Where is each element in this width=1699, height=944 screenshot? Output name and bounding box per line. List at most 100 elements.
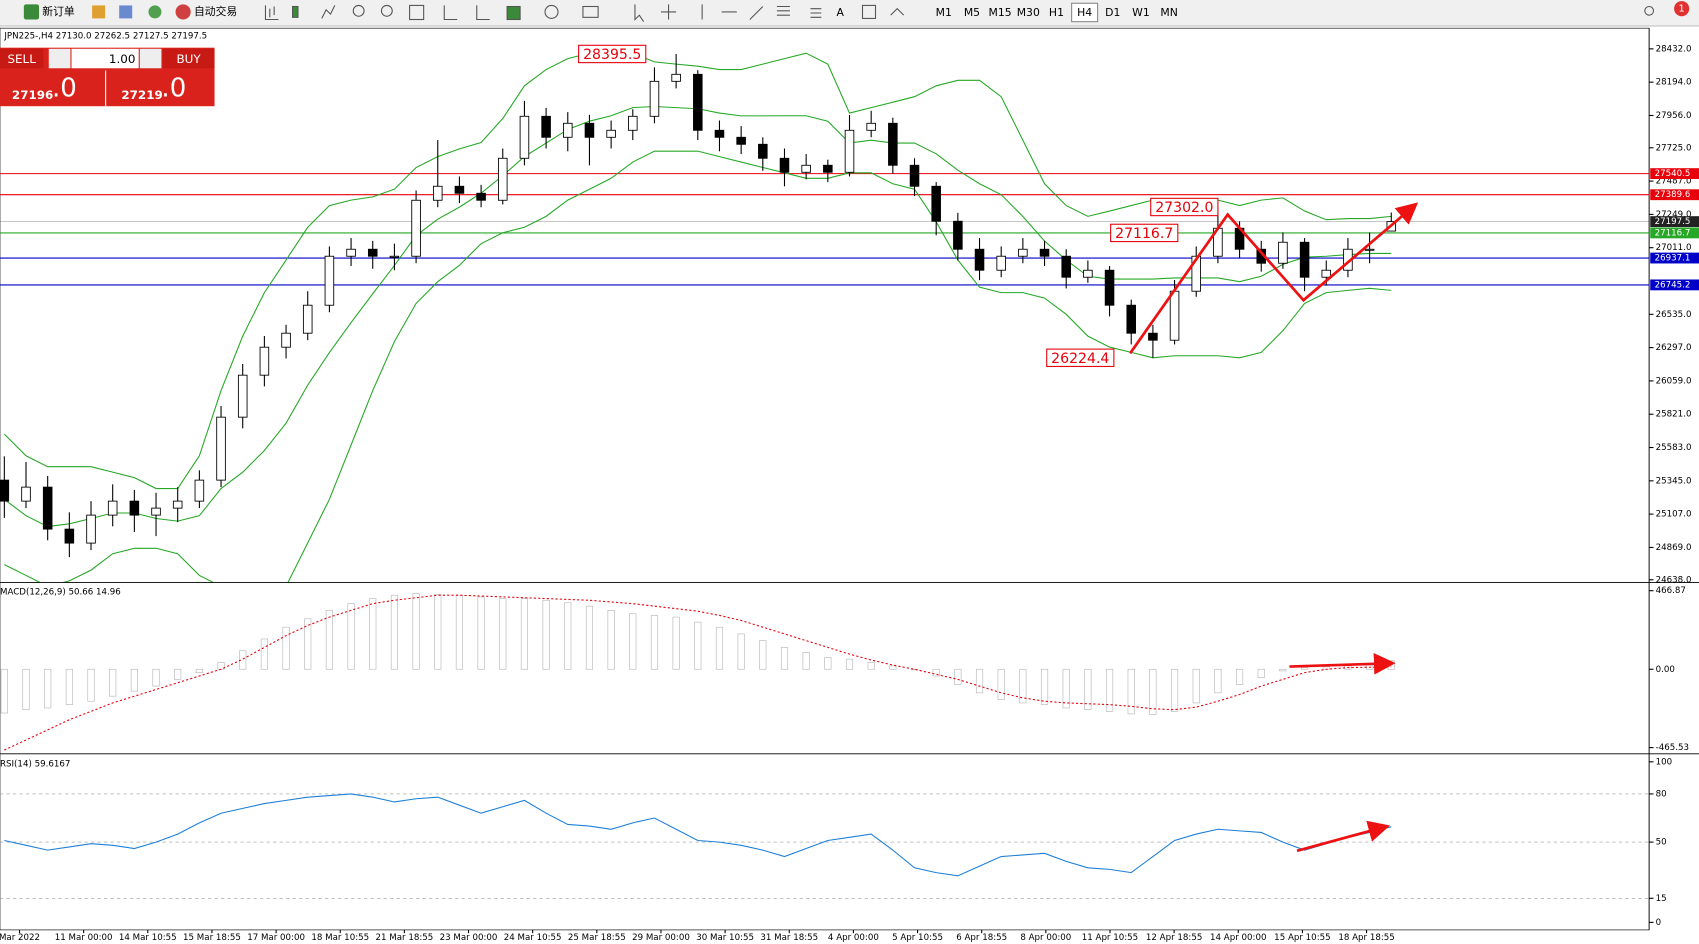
- crosshair-icon[interactable]: [660, 4, 677, 20]
- x-tick-label: 25 Mar 18:55: [568, 933, 626, 943]
- scroll-icon[interactable]: [443, 5, 458, 21]
- y-tick-label: 0: [1656, 918, 1662, 928]
- x-tick-label: 29 Mar 00:00: [632, 933, 690, 943]
- x-tick-label: 11 Mar 00:00: [55, 933, 113, 943]
- macd-bar: [564, 602, 572, 670]
- rsi-arrow: [1296, 820, 1390, 853]
- trendline-icon[interactable]: [749, 6, 764, 20]
- zoom-out-icon[interactable]: [380, 4, 393, 17]
- new-order-icon[interactable]: [23, 4, 40, 20]
- sell-label[interactable]: SELL: [7, 52, 36, 66]
- x-tick-label: 30 Mar 10:55: [696, 933, 754, 943]
- timeframe-button[interactable]: M1: [936, 6, 952, 19]
- rsi-line: [4, 793, 1392, 877]
- candle-body: [584, 122, 595, 138]
- candle-body: [324, 255, 335, 306]
- macd-bar: [239, 650, 247, 670]
- sell-price[interactable]: 27196: [12, 88, 53, 102]
- lot-input[interactable]: [71, 48, 139, 69]
- candle-body: [758, 143, 768, 159]
- toolbar-bg: [0, 0, 1699, 27]
- y-tick-label: 80: [1656, 789, 1667, 799]
- periods-icon[interactable]: [544, 4, 559, 19]
- timeframe-button[interactable]: M15: [989, 6, 1012, 19]
- timeframe-button[interactable]: D1: [1105, 6, 1120, 19]
- tool-icon[interactable]: [119, 5, 133, 19]
- auto-trading-icon[interactable]: [175, 4, 191, 20]
- candle-body: [1061, 255, 1071, 278]
- search-icon[interactable]: [1644, 5, 1655, 16]
- alert-badge[interactable]: [1674, 1, 1690, 17]
- x-tick-label: 17 Mar 00:00: [247, 933, 305, 943]
- timeframe-button[interactable]: MN: [1160, 6, 1177, 19]
- buy-label[interactable]: BUY: [176, 52, 201, 66]
- templates-icon[interactable]: [582, 5, 599, 18]
- text-tool[interactable]: A: [836, 6, 844, 19]
- cursor-icon[interactable]: [634, 4, 645, 22]
- buy-price[interactable]: 27219: [121, 88, 162, 102]
- macd-bar: [0, 668, 8, 714]
- lot-up[interactable]: [139, 48, 162, 69]
- sell-button[interactable]: [0, 48, 44, 69]
- macd-title: MACD(12,26,9) 50.66 14.96: [0, 587, 121, 597]
- level-tag-label: 26937.1: [1655, 254, 1691, 264]
- timeframe-button[interactable]: W1: [1132, 6, 1150, 19]
- candle-body: [129, 500, 140, 516]
- tile-icon[interactable]: [409, 4, 425, 21]
- macd-bar: [954, 668, 962, 685]
- toolbar-icons: [264, 4, 1655, 22]
- y-tick-label: 26535.0: [1656, 310, 1692, 320]
- candle-body: [476, 192, 486, 201]
- drawn-arrows: [1129, 202, 1419, 853]
- sell-fraction[interactable]: .0: [52, 73, 77, 103]
- macd-bar: [542, 599, 550, 670]
- auto-trading-button[interactable]: 自动交易: [194, 4, 237, 18]
- macd-bar: [65, 668, 73, 705]
- timeframe-button[interactable]: H1: [1049, 6, 1064, 19]
- trade-panel: SELL 1.00 BUY 27196 .0 27219 .0: [0, 47, 215, 107]
- candle-body: [974, 248, 985, 271]
- new-order-button[interactable]: 新订单: [42, 4, 75, 18]
- candle-body: [844, 129, 855, 173]
- macd-bar: [975, 668, 984, 694]
- channel-icon[interactable]: [776, 5, 790, 16]
- timeframe-button[interactable]: H4: [1077, 6, 1092, 19]
- bar-chart-icon[interactable]: [264, 5, 279, 21]
- macd-bar: [780, 647, 789, 670]
- arrows-icon[interactable]: [890, 7, 905, 16]
- macd-bar: [455, 594, 463, 670]
- candle-body: [801, 164, 811, 173]
- zoom-in-icon[interactable]: [352, 4, 365, 17]
- price-arrow: [1129, 202, 1419, 355]
- candle-icon[interactable]: [292, 5, 299, 18]
- lot-down[interactable]: [48, 48, 71, 69]
- lot-value[interactable]: 1.00: [109, 52, 136, 66]
- indicators-icon[interactable]: [506, 5, 521, 21]
- x-tick-label: 5 Apr 10:55: [892, 933, 943, 943]
- macd-bar: [434, 594, 442, 670]
- candle-body: [237, 374, 248, 418]
- timeframe-button[interactable]: M5: [964, 6, 980, 19]
- buy-fraction[interactable]: .0: [161, 73, 186, 103]
- fibo-icon[interactable]: [810, 8, 822, 18]
- macd-bar: [1170, 668, 1179, 712]
- x-tick-label: 6 Apr 18:55: [956, 933, 1007, 943]
- timeframes: M1 M5 M15 M30 H1 H4 D1 W1 MN: [936, 2, 1178, 23]
- label-icon[interactable]: [861, 4, 877, 19]
- tool-icon[interactable]: [92, 5, 106, 19]
- macd-bar: [477, 596, 485, 670]
- candle-body: [866, 122, 876, 131]
- tool-icon[interactable]: [148, 5, 162, 19]
- macd-bar: [867, 662, 875, 670]
- candle-body: [1104, 269, 1115, 306]
- line-icon[interactable]: [321, 5, 336, 19]
- candle-body: [42, 486, 53, 530]
- timeframe-button[interactable]: M30: [1017, 6, 1040, 19]
- price-annotation: 27116.7: [1115, 226, 1173, 242]
- buy-button[interactable]: [162, 48, 215, 69]
- candle-body: [107, 500, 118, 516]
- macd-bar: [152, 668, 160, 687]
- y-tick-label: 25583.0: [1656, 443, 1692, 453]
- shift-icon[interactable]: [476, 5, 490, 21]
